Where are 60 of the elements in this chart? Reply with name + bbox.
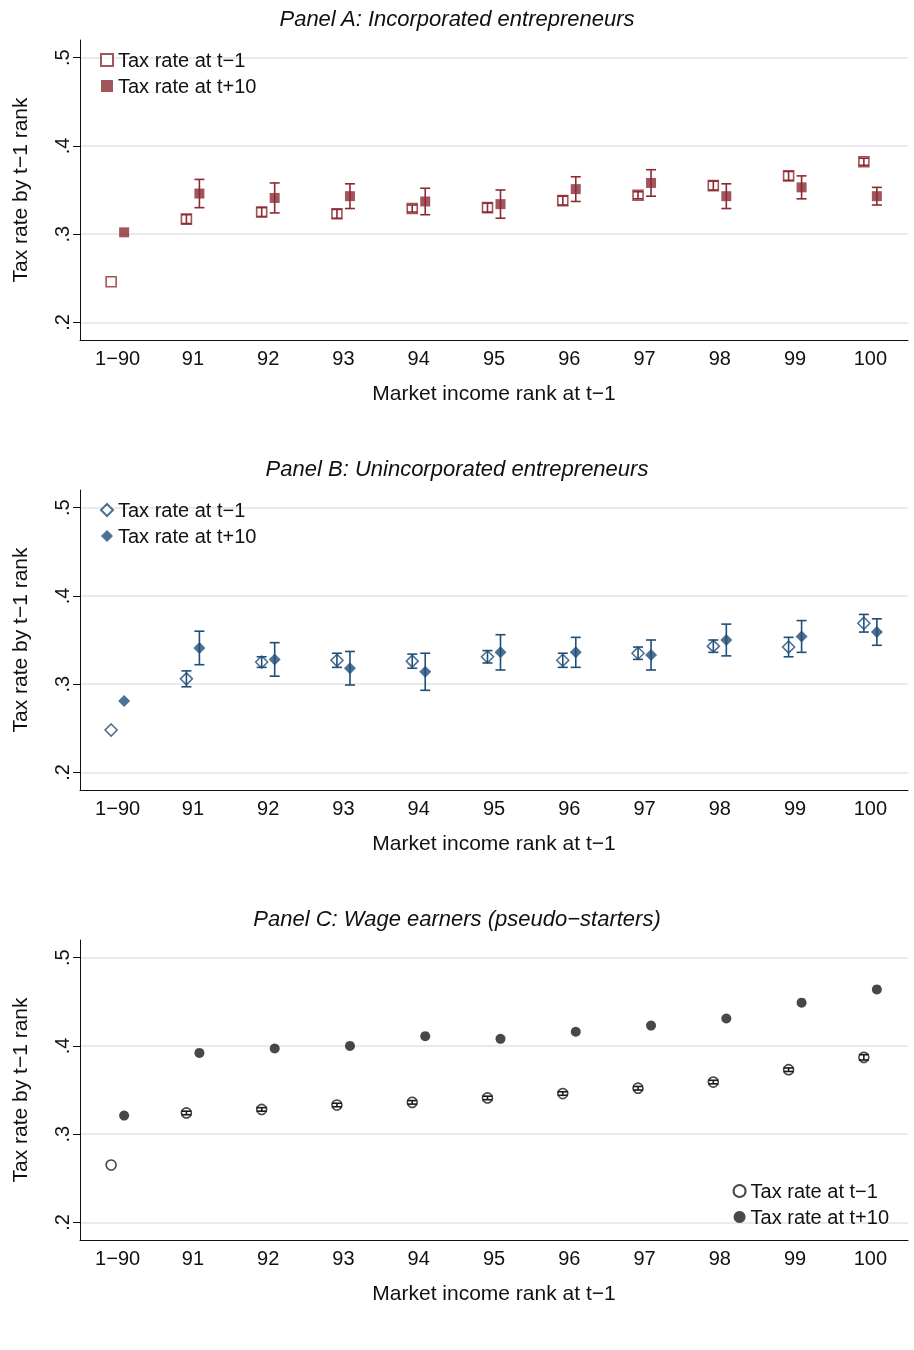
x-tick-label: 1−90 bbox=[95, 347, 141, 369]
legend-label: Tax rate at t+10 bbox=[750, 1206, 889, 1228]
legend-label: Tax rate at t−1 bbox=[750, 1180, 878, 1202]
x-tick-label: 92 bbox=[257, 347, 280, 369]
x-tick-label: 99 bbox=[783, 347, 807, 369]
x-tick-label: 99 bbox=[783, 797, 807, 819]
y-tick-label: .3 bbox=[51, 675, 73, 693]
legend-label: Tax rate at t+10 bbox=[118, 525, 257, 547]
y-tick-label: .4 bbox=[51, 587, 73, 605]
x-tick-label: 96 bbox=[558, 1247, 581, 1269]
y-tick-label: .3 bbox=[51, 225, 73, 243]
legend-label: Tax rate at t−1 bbox=[118, 499, 246, 521]
x-tick-label: 1−90 bbox=[95, 1247, 141, 1269]
x-tick-label: 98 bbox=[708, 1247, 731, 1269]
chart-title: Panel C: Wage earners (pseudo−starters) bbox=[253, 905, 661, 931]
x-tick-label: 1−90 bbox=[95, 797, 141, 819]
x-tick-label: 95 bbox=[482, 797, 506, 819]
x-tick-label: 99 bbox=[783, 1247, 807, 1269]
chart-title: Panel B: Unincorporated entrepreneurs bbox=[265, 455, 649, 481]
legend-label: Tax rate at t+10 bbox=[118, 75, 257, 97]
x-tick-label: 97 bbox=[633, 797, 656, 819]
y-tick-label: .2 bbox=[51, 1214, 73, 1231]
x-tick-label: 93 bbox=[332, 1247, 355, 1269]
chart-title: Panel A: Incorporated entrepreneurs bbox=[279, 5, 635, 31]
x-tick-label: 94 bbox=[407, 1247, 430, 1269]
x-tick-label: 97 bbox=[633, 347, 656, 369]
y-tick-label: .3 bbox=[51, 1125, 73, 1143]
y-tick-label: .4 bbox=[51, 1037, 73, 1055]
y-tick-label: .5 bbox=[51, 499, 73, 516]
x-tick-label: 97 bbox=[633, 1247, 656, 1269]
x-tick-label: 100 bbox=[853, 1247, 888, 1269]
x-tick-label: 95 bbox=[482, 1247, 506, 1269]
x-tick-label: 94 bbox=[407, 797, 430, 819]
y-axis-title: Tax rate by t−1 rank bbox=[8, 997, 31, 1183]
y-axis-title: Tax rate by t−1 rank bbox=[8, 97, 31, 283]
x-tick-label: 100 bbox=[853, 347, 888, 369]
x-tick-label: 95 bbox=[482, 347, 506, 369]
y-tick-label: .2 bbox=[51, 764, 73, 781]
x-axis-title: Market income rank at t−1 bbox=[372, 831, 616, 854]
x-axis-title: Market income rank at t−1 bbox=[372, 381, 616, 404]
y-tick-label: .4 bbox=[51, 137, 73, 155]
x-axis-title: Market income rank at t−1 bbox=[372, 1281, 616, 1304]
y-tick-label: .5 bbox=[51, 49, 73, 66]
x-tick-label: 98 bbox=[708, 797, 731, 819]
x-tick-label: 91 bbox=[181, 347, 205, 369]
x-tick-label: 96 bbox=[558, 347, 581, 369]
y-tick-label: .2 bbox=[51, 314, 73, 331]
x-tick-label: 92 bbox=[257, 797, 280, 819]
x-tick-label: 91 bbox=[181, 797, 205, 819]
x-tick-label: 93 bbox=[332, 797, 355, 819]
x-tick-label: 94 bbox=[407, 347, 430, 369]
x-tick-label: 98 bbox=[708, 347, 731, 369]
y-axis-title: Tax rate by t−1 rank bbox=[8, 547, 31, 733]
legend-label: Tax rate at t−1 bbox=[118, 49, 246, 71]
x-tick-label: 91 bbox=[181, 1247, 205, 1269]
x-tick-label: 92 bbox=[257, 1247, 280, 1269]
x-tick-label: 93 bbox=[332, 347, 355, 369]
x-tick-label: 96 bbox=[558, 797, 581, 819]
x-tick-label: 100 bbox=[853, 797, 888, 819]
y-tick-label: .5 bbox=[51, 949, 73, 966]
